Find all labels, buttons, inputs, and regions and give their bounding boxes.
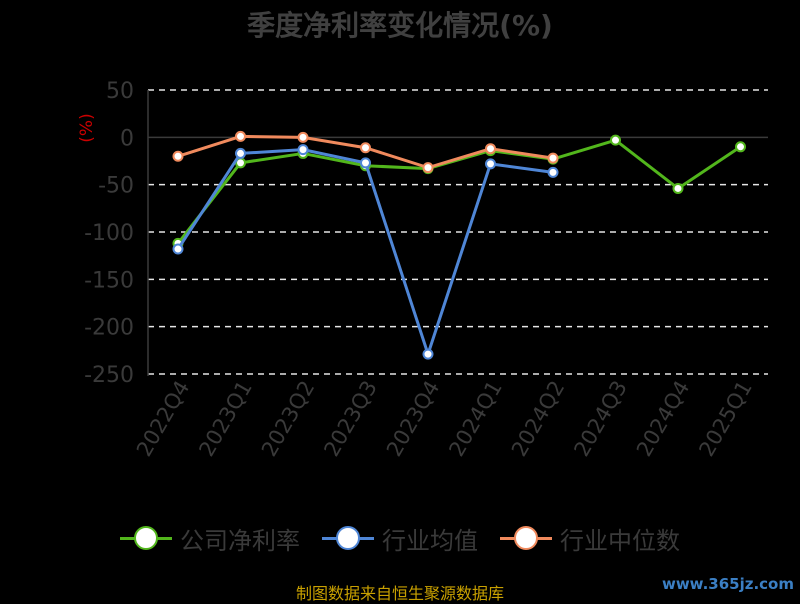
legend-label-company: 公司净利率 — [180, 526, 300, 555]
x-tick-label: 2022Q4 — [132, 377, 194, 461]
x-tick-label: 2023Q4 — [382, 377, 444, 461]
y-axis-label: (%) — [77, 113, 97, 142]
y-tick-label: -100 — [84, 221, 134, 246]
data-point[interactable] — [422, 348, 434, 360]
legend-item-company[interactable]: 公司净利率 — [120, 521, 300, 556]
x-tick-label: 2023Q2 — [257, 377, 319, 461]
data-point[interactable] — [235, 147, 246, 159]
series-2 — [172, 130, 559, 174]
y-tick-label: 50 — [106, 79, 134, 104]
y-tick-label: 0 — [120, 126, 134, 151]
data-point[interactable] — [297, 131, 309, 143]
legend: 公司净利率 行业均值 行业中位数 — [0, 518, 800, 558]
x-tick-label: 2024Q4 — [632, 377, 694, 461]
x-tick-label: 2025Q1 — [694, 377, 756, 461]
x-tick-label: 2023Q3 — [319, 377, 381, 461]
x-tick-label: 2024Q3 — [569, 377, 631, 461]
y-tick-label: -150 — [84, 268, 134, 293]
gridlines — [148, 89, 768, 375]
data-point[interactable] — [735, 141, 746, 153]
data-point[interactable] — [360, 157, 371, 169]
x-tick-label: 2024Q2 — [507, 377, 569, 461]
data-point[interactable] — [360, 142, 371, 154]
data-point[interactable] — [297, 144, 309, 156]
data-point[interactable] — [172, 243, 184, 255]
legend-swatch-industry-median — [500, 523, 552, 553]
series-1 — [172, 144, 559, 360]
x-tick-label: 2024Q1 — [444, 377, 506, 461]
x-tick-label: 2023Q1 — [194, 377, 256, 461]
chart-title: 季度净利率变化情况(%) — [247, 9, 553, 42]
legend-label-industry-mean: 行业均值 — [382, 526, 478, 555]
data-point[interactable] — [672, 182, 684, 194]
legend-swatch-industry-mean — [322, 523, 374, 553]
data-source-note: 制图数据来自恒生聚源数据库 — [295, 584, 504, 603]
legend-label-industry-median: 行业中位数 — [560, 526, 680, 555]
data-point[interactable] — [547, 166, 559, 178]
data-point[interactable] — [485, 158, 496, 170]
legend-item-industry-mean[interactable]: 行业均值 — [322, 521, 478, 556]
series-line — [176, 148, 554, 356]
legend-swatch-company — [120, 523, 172, 553]
legend-item-industry-median[interactable]: 行业中位数 — [500, 521, 680, 556]
data-point[interactable] — [422, 162, 434, 174]
data-point[interactable] — [547, 152, 559, 164]
y-tick-label: -250 — [84, 363, 134, 388]
data-point[interactable] — [610, 134, 621, 146]
y-tick-label: -200 — [84, 316, 134, 341]
data-point[interactable] — [485, 143, 496, 155]
data-point[interactable] — [235, 130, 246, 142]
y-tick-label: -50 — [98, 174, 134, 199]
series-line — [176, 138, 742, 245]
data-point[interactable] — [172, 150, 184, 162]
series-lines — [172, 130, 746, 360]
watermark: www.365jz.com — [661, 575, 794, 593]
